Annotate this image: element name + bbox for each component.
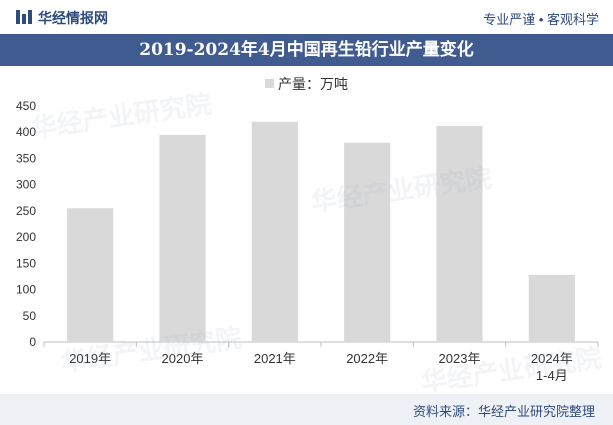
bar-3 (344, 142, 391, 342)
slogan: 专业严谨 • 客观科学 (483, 12, 599, 27)
data-source: 资料来源：华经产业研究院整理 (412, 404, 595, 419)
top-bar: 华经情报网 专业严谨 • 客观科学 (0, 0, 613, 35)
y-tick-label-8: 400 (16, 125, 36, 139)
brand-name: 华经情报网 (38, 10, 108, 26)
x-tick-label-5-line-1: 1-4月 (536, 368, 568, 383)
y-tick-label-4: 200 (16, 230, 36, 244)
x-tick-label-3: 2022年 (346, 351, 388, 366)
x-tick-label-0: 2019年 (69, 351, 111, 366)
y-tick-label-9: 450 (16, 99, 36, 113)
chart-legend: 产量：万吨 (0, 74, 613, 94)
y-tick-label-7: 350 (16, 151, 36, 165)
x-tick-label-1: 2020年 (162, 351, 204, 366)
y-tick-label-6: 300 (16, 178, 36, 192)
y-tick-label-3: 150 (16, 256, 36, 270)
bar-0 (67, 208, 114, 342)
brand-logo-icon (16, 10, 32, 24)
legend-label: 产量：万吨 (278, 76, 348, 92)
x-tick-label-4: 2023年 (439, 351, 481, 366)
x-tick-label-2: 2021年 (254, 351, 296, 366)
bar-chart: 0 50 100 150 200 250 300 350 400 450 2019年 2020年 202… (16, 99, 599, 383)
legend-swatch (265, 79, 274, 88)
chart-title: 2019-2024年4月中国再生铅行业产量变化 (139, 40, 474, 60)
bar-2 (251, 121, 298, 342)
y-tick-label-5: 250 (16, 204, 36, 218)
bar-1 (159, 134, 206, 342)
y-tick-label-0: 0 (29, 335, 36, 349)
bar-5 (528, 274, 575, 342)
y-tick-label-2: 100 (16, 283, 36, 297)
y-tick-label-1: 50 (23, 309, 37, 323)
bar-4 (436, 125, 483, 342)
footer: 资料来源：华经产业研究院整理 (0, 394, 613, 425)
title-bar: 2019-2024年4月中国再生铅行业产量变化 (0, 34, 613, 66)
x-tick-label-5-line-0: 2024年 (531, 351, 573, 366)
